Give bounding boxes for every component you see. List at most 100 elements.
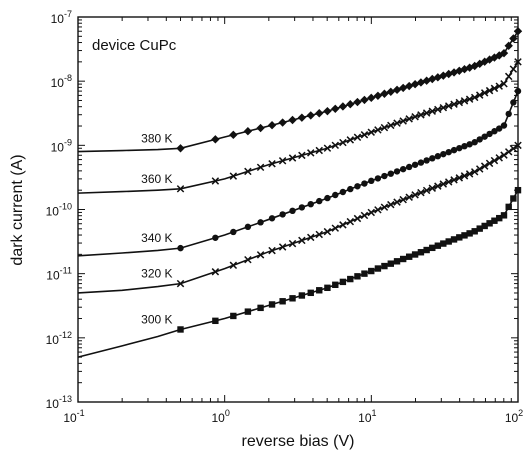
y-tick-label: 10-12 [46, 330, 72, 347]
axis-tick-labels: 10-1 100 101 102 10-13 10-12 10-11 10-10 10-9 10-… [46, 9, 524, 425]
data-point [440, 150, 447, 158]
data-point [278, 243, 287, 251]
data-point [495, 154, 503, 162]
y-axis-title: dark current (A) [9, 154, 26, 265]
data-point [399, 195, 407, 204]
data-point [510, 195, 517, 202]
data-point [471, 228, 478, 235]
data-point [470, 93, 479, 102]
data-point [289, 207, 296, 215]
data-point [315, 146, 323, 155]
data-point [450, 100, 458, 108]
data-point [411, 161, 419, 168]
data-point [500, 151, 508, 159]
data-point [177, 326, 184, 333]
data-point [307, 233, 315, 242]
data-point [315, 109, 324, 118]
data-point [306, 111, 315, 120]
curves [77, 30, 519, 358]
data-point [513, 27, 523, 36]
data-point [289, 295, 296, 302]
data-point [509, 34, 518, 43]
data-point [368, 177, 375, 185]
data-point [331, 104, 340, 113]
data-point [399, 255, 407, 263]
data-point [288, 154, 297, 162]
data-point [316, 287, 323, 294]
data-point [380, 123, 389, 132]
data-point [323, 106, 332, 116]
x-tick-label: 101 [358, 408, 376, 425]
data-point [480, 162, 489, 170]
data-point [324, 194, 331, 202]
data-point [380, 203, 389, 211]
data-point [361, 180, 368, 187]
data-point [490, 156, 499, 165]
data-point [331, 224, 340, 232]
data-point [212, 234, 219, 241]
data-point [256, 163, 265, 172]
data-point [510, 99, 517, 106]
data-point [176, 279, 185, 288]
data-point [373, 91, 383, 100]
data-point [422, 186, 431, 195]
data-point [514, 87, 522, 95]
data-point [434, 153, 442, 160]
data-point [257, 304, 264, 312]
data-point [387, 200, 395, 209]
data-point [354, 273, 361, 280]
data-point [422, 109, 431, 117]
data-point [445, 148, 452, 156]
data-point [504, 148, 513, 156]
x-tick-label: 10-1 [63, 408, 84, 425]
data-point [367, 128, 375, 136]
data-point [445, 238, 452, 245]
data-point [411, 191, 419, 199]
data-point [411, 251, 419, 258]
y-tick-label: 10-10 [46, 202, 72, 219]
data-point [393, 119, 401, 127]
data-point [298, 292, 306, 299]
data-point [268, 215, 276, 222]
data-point [509, 65, 518, 73]
data-point [230, 312, 237, 320]
data-point [428, 107, 437, 115]
data-point [257, 219, 264, 226]
data-point [509, 144, 518, 153]
data-point [439, 71, 448, 80]
data-point [256, 251, 265, 259]
curve-label: 320 K [141, 267, 172, 281]
data-point [423, 157, 430, 164]
y-tick-label: 10-13 [46, 394, 72, 411]
data-point [470, 61, 479, 71]
data-point [505, 110, 512, 118]
data-point [465, 170, 474, 178]
data-point [481, 222, 488, 230]
data-point [177, 244, 184, 252]
data-point [471, 139, 478, 146]
data-point [392, 85, 402, 95]
data-point [460, 172, 469, 180]
data-point [211, 135, 220, 144]
data-point [323, 227, 332, 236]
data-point [288, 239, 297, 248]
data-point [461, 232, 468, 239]
data-point [496, 125, 503, 132]
data-point [411, 113, 419, 121]
data-point [338, 102, 348, 111]
data-point [450, 146, 458, 154]
data-point [386, 87, 395, 96]
data-point [367, 208, 375, 217]
data-point [315, 230, 323, 239]
data-point [268, 160, 276, 168]
data-point [434, 242, 442, 249]
data-point [298, 236, 306, 245]
data-point [514, 58, 522, 66]
data-point [405, 115, 413, 123]
data-point [444, 178, 453, 186]
data-point [297, 113, 307, 122]
data-point [176, 185, 185, 193]
x-axis-title: reverse bias (V) [242, 433, 355, 450]
data-point [405, 253, 413, 260]
